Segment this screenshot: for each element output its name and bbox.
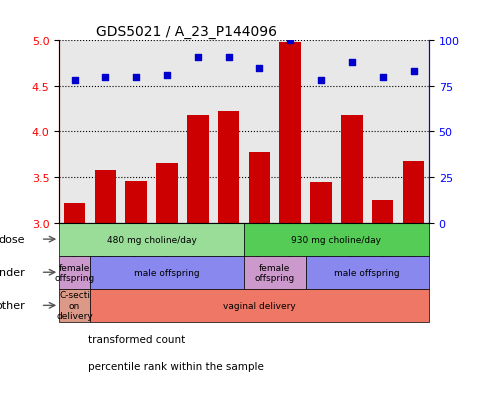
Bar (59, 289, 90, 322)
Text: 930 mg choline/day: 930 mg choline/day (291, 235, 382, 244)
Text: male offspring: male offspring (134, 268, 200, 277)
Bar (244, 223, 429, 256)
Bar (64, 203, 85, 413)
Bar (125, 181, 147, 413)
Text: other: other (0, 301, 25, 311)
Point (286, 38, 294, 45)
Text: GDS5021 / A_23_P144096: GDS5021 / A_23_P144096 (96, 25, 277, 39)
Text: dose: dose (0, 235, 25, 244)
Point (132, 74, 140, 81)
Text: 480 mg choline/day: 480 mg choline/day (106, 235, 197, 244)
Point (379, 74, 387, 81)
Bar (280, 43, 301, 413)
Bar (248, 153, 270, 413)
Point (70, 78, 78, 85)
Text: gender: gender (0, 268, 25, 278)
Point (225, 55, 233, 61)
Bar (244, 256, 306, 289)
Point (348, 60, 356, 66)
Text: female
offspring: female offspring (54, 263, 95, 282)
Bar (59, 223, 244, 256)
Bar (90, 256, 244, 289)
Point (163, 73, 171, 79)
Text: female
offspring: female offspring (255, 263, 295, 282)
Bar (310, 182, 332, 413)
Bar (95, 170, 116, 413)
Text: C-secti
on
delivery: C-secti on delivery (56, 291, 93, 320)
Text: male offspring: male offspring (334, 268, 400, 277)
Text: percentile rank within the sample: percentile rank within the sample (88, 361, 264, 371)
Bar (187, 116, 209, 413)
Bar (306, 256, 429, 289)
Bar (218, 112, 240, 413)
Point (255, 65, 263, 72)
Bar (403, 161, 424, 413)
Point (410, 69, 418, 76)
Text: vaginal delivery: vaginal delivery (223, 301, 296, 310)
Point (194, 55, 202, 61)
Bar (59, 256, 90, 289)
Bar (341, 116, 363, 413)
Text: transformed count: transformed count (88, 335, 185, 344)
Bar (372, 200, 393, 413)
Bar (156, 164, 178, 413)
Point (102, 74, 109, 81)
Point (317, 78, 325, 85)
